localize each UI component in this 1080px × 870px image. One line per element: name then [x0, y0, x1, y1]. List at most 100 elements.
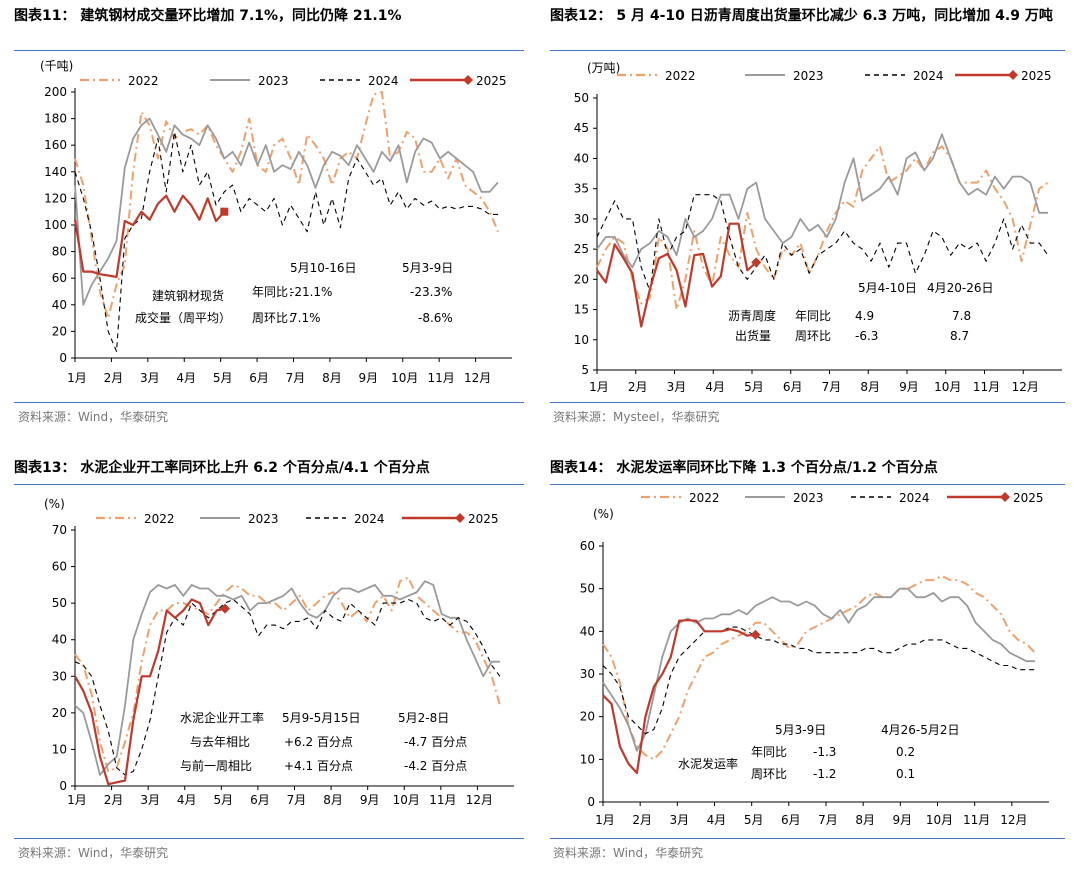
- y-tick-label: 20: [574, 272, 589, 286]
- note-col2: 5月3-9日: [402, 261, 453, 275]
- chart-13-plot: 0 10 20 30 40 50 60 70 (%) 1月 2月 3月 4月 5月 6月 7月 8月 9月 10月 1…: [44, 497, 514, 807]
- note-label-line1: 建筑钢材现货: [152, 288, 224, 303]
- x-tick-label: 4月: [707, 813, 727, 827]
- x-tick-label: 9月: [893, 813, 913, 827]
- source-note: 资料来源：Wind，华泰研究: [553, 846, 704, 860]
- y-tick-label: 15: [574, 303, 589, 317]
- x-tick-label: 3月: [670, 813, 690, 827]
- series-line-2024: [596, 194, 1049, 292]
- x-tick-label: 9月: [360, 793, 380, 807]
- legend-marker-2025: [1000, 492, 1010, 502]
- y-tick-label: 70: [52, 523, 67, 537]
- note-v22: -8.6%: [418, 311, 453, 325]
- legend-label-2024: 2024: [354, 512, 385, 526]
- note-col1: 5月4-10日: [858, 281, 917, 295]
- x-tick-label: 6月: [250, 793, 270, 807]
- legend-label-2022: 2022: [665, 69, 696, 83]
- y-tick-label: 20: [580, 710, 595, 724]
- y-tick-label: 10: [52, 742, 67, 756]
- x-tick-label: 10月: [393, 793, 420, 807]
- series-line-2024: [602, 626, 1035, 735]
- legend-marker-2025: [1008, 70, 1018, 80]
- note-label-line2: 出货量: [735, 328, 771, 343]
- y-tick-label: 40: [574, 151, 589, 165]
- y-tick-label: 60: [52, 271, 67, 285]
- note-v12: -23.3%: [410, 285, 452, 299]
- series-line-2022: [596, 145, 1049, 311]
- note-row2: 与前一周相比: [180, 758, 252, 773]
- x-tick-label: 3月: [140, 371, 160, 385]
- x-tick-label: 2月: [628, 380, 648, 394]
- y-tick-label: 30: [52, 669, 67, 683]
- x-tick-label: 3月: [140, 793, 160, 807]
- x-tick-label: 10月: [391, 371, 418, 385]
- y-tick-label: 10: [580, 752, 595, 766]
- series-line-2025: [73, 194, 226, 278]
- y-tick-label: 40: [52, 298, 67, 312]
- legend-label-2025: 2025: [1013, 491, 1044, 505]
- legend-label-2024: 2024: [899, 491, 930, 505]
- x-tick-label: 11月: [973, 380, 1000, 394]
- x-tick-label: 5月: [214, 793, 234, 807]
- note-row1: 年同比: [751, 745, 787, 759]
- y-tick-label: 140: [44, 165, 67, 179]
- series-line-2025: [74, 598, 226, 786]
- y-tick-label: 160: [44, 138, 67, 152]
- y-tick-label: 20: [52, 706, 67, 720]
- y-tick-label: 50: [580, 582, 595, 596]
- x-tick-label: 2月: [104, 371, 124, 385]
- note-v22: 8.7: [950, 329, 969, 343]
- x-tick-label: 10月: [934, 380, 961, 394]
- note-v22: 0.1: [896, 767, 915, 781]
- y-tick-label: 30: [580, 667, 595, 681]
- legend-label-2025: 2025: [1021, 69, 1052, 83]
- y-tick-label: 100: [44, 218, 67, 232]
- y-tick-label: 60: [52, 560, 67, 574]
- source-rule: [14, 838, 524, 839]
- y-tick-label: 0: [59, 351, 67, 365]
- x-tick-label: 11月: [963, 813, 990, 827]
- panel-chart-12: 图表12： 5 月 4-10 日沥青周度出货量环比减少 6.3 万吨，同比增加 …: [545, 0, 1080, 430]
- x-tick-label: 4月: [176, 371, 196, 385]
- series-line-2022: [602, 574, 1036, 761]
- series-line-2022: [74, 576, 501, 773]
- x-tick-label: 12月: [466, 793, 493, 807]
- y-tick-label: 50: [574, 91, 589, 105]
- x-tick-label: 8月: [323, 793, 343, 807]
- y-tick-label: 0: [59, 779, 67, 793]
- y-tick-label: 50: [52, 596, 67, 610]
- note-row1: 年同比: [795, 309, 831, 323]
- note-col2: 4月26-5月2日: [881, 723, 960, 737]
- source-rule: [550, 838, 1065, 839]
- legend-label-2024: 2024: [913, 69, 944, 83]
- legend-label-2022: 2022: [689, 491, 720, 505]
- y-tick-label: 40: [52, 633, 67, 647]
- title-rule: [14, 484, 524, 485]
- x-tick-label: 1月: [589, 380, 609, 394]
- note-v11: -1.3: [813, 745, 836, 759]
- x-tick-label: 1月: [595, 813, 615, 827]
- x-tick-label: 6月: [781, 813, 801, 827]
- x-tick-label: 8月: [322, 371, 342, 385]
- chart-title: 图表14： 水泥发运率同环比下降 1.3 个百分点/1.2 个百分点: [550, 460, 938, 476]
- x-tick-label: 7月: [822, 380, 842, 394]
- series-line-2022: [74, 91, 499, 320]
- note-col1: 5月3-9日: [775, 723, 826, 737]
- y-tick-label: 200: [44, 85, 67, 99]
- legend-label-2023: 2023: [793, 491, 824, 505]
- y-unit-label: (万吨): [587, 61, 620, 75]
- x-tick-label: 12月: [1012, 380, 1039, 394]
- x-tick-label: 7月: [287, 793, 307, 807]
- note-label-line1: 沥青周度: [728, 308, 776, 323]
- x-tick-label: 12月: [464, 371, 491, 385]
- panel-chart-13: 图表13： 水泥企业开工率同环比上升 6.2 个百分点/4.1 个百分点 0 10…: [0, 440, 535, 870]
- chart-title: 图表12： 5 月 4-10 日沥青周度出货量环比减少 6.3 万吨，同比增加 …: [550, 8, 1053, 24]
- source-note: 资料来源：Mysteel，华泰研究: [553, 410, 720, 424]
- y-tick-label: 35: [574, 182, 589, 196]
- y-tick-label: 60: [580, 539, 595, 553]
- chart-11-plot: 0 20 40 60 80 100 120 140 160 180 200 (千吨) 1月 2月 3月 4月 5…: [40, 59, 512, 385]
- series-end-marker-2025: [750, 629, 761, 640]
- y-tick-label: 80: [52, 245, 67, 259]
- y-unit-label: (%): [44, 497, 65, 511]
